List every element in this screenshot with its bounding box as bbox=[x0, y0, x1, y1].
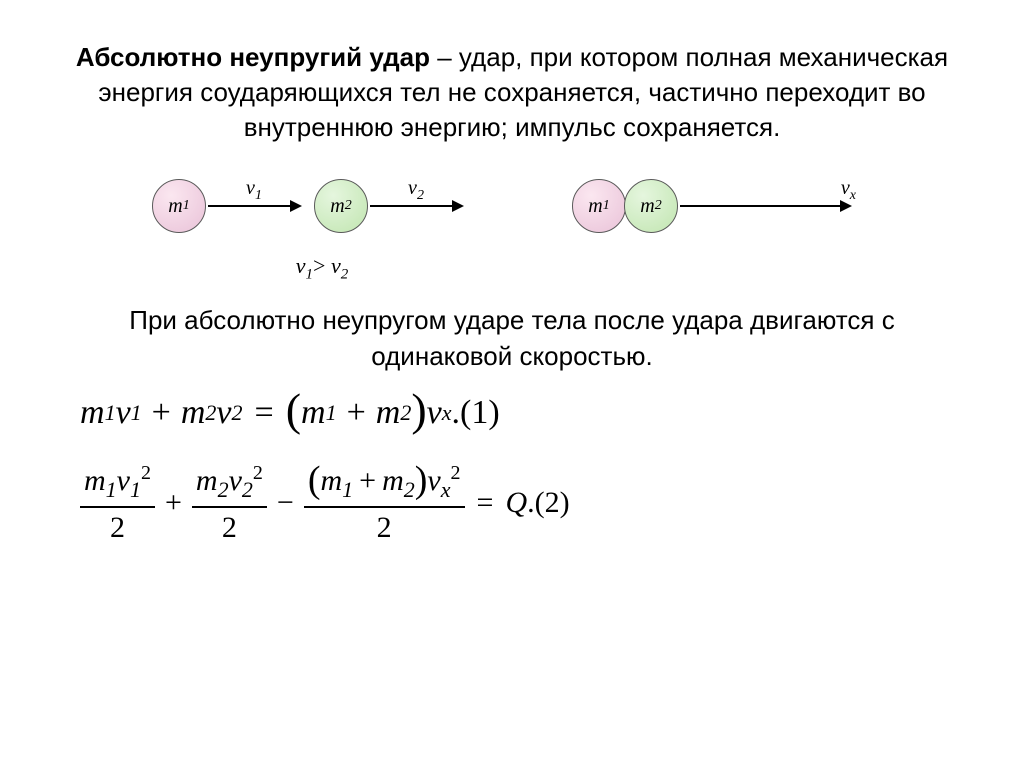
definition-term: Абсолютно неупругий удар bbox=[76, 42, 430, 72]
before-collision: m1 v1 m2 v2 bbox=[152, 165, 482, 245]
ball-m2-before: m2 bbox=[314, 179, 368, 233]
velocity-condition: v1> v2 bbox=[0, 253, 964, 283]
ball-m1-before: m1 bbox=[152, 179, 206, 233]
arrow-vx: vx bbox=[680, 205, 850, 207]
equation-1-momentum: m1v1 + m2v2 = (m1 + m2)vx .(1) bbox=[80, 392, 964, 433]
term-ke1: m1v12 2 bbox=[80, 462, 155, 545]
ball-m2-after: m2 bbox=[624, 179, 678, 233]
arrow-v2: v2 bbox=[370, 205, 462, 207]
collision-diagram: m1 v1 m2 v2 m1 m2 vx bbox=[60, 165, 964, 245]
term-ke2: m2v22 2 bbox=[192, 462, 267, 545]
definition-text: Абсолютно неупругий удар – удар, при кот… bbox=[60, 40, 964, 145]
label-v1: v1 bbox=[246, 177, 262, 204]
post-collision-text: При абсолютно неупругом ударе тела после… bbox=[60, 302, 964, 375]
after-collision: m1 m2 vx bbox=[572, 165, 872, 245]
term-ke-after: (m1+m2)vx2 2 bbox=[304, 462, 465, 545]
equation-2-energy: m1v12 2 + m2v22 2 − (m1+m2)vx2 2 = Q.(2) bbox=[80, 462, 964, 545]
arrow-v1: v1 bbox=[208, 205, 300, 207]
label-vx: vx bbox=[841, 177, 856, 204]
ball-m1-after: m1 bbox=[572, 179, 626, 233]
label-v2: v2 bbox=[408, 177, 424, 204]
